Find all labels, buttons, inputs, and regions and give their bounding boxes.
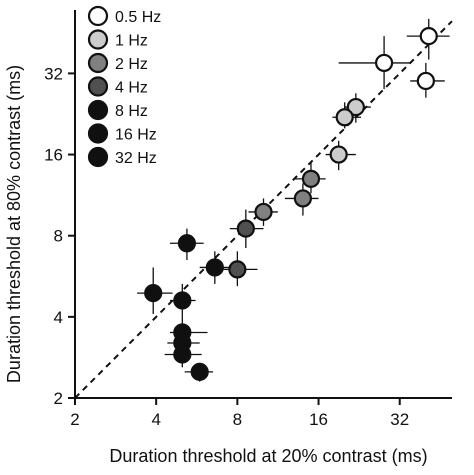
data-point <box>293 189 313 208</box>
data-point <box>190 362 209 381</box>
legend-label: 32 Hz <box>115 150 157 167</box>
x-axis-label: Duration threshold at 20% contrast (ms) <box>109 446 427 466</box>
axes: 2 4 8 16 32 2 4 8 16 32 <box>44 10 452 429</box>
x-tick-label: 2 <box>70 410 79 429</box>
legend-marker <box>87 123 109 144</box>
y-tick-label: 8 <box>54 227 63 246</box>
legend-marker <box>87 52 109 74</box>
legend-marker <box>87 146 109 168</box>
y-tick-label: 16 <box>44 146 63 165</box>
legend-label: 2 Hz <box>115 56 148 73</box>
data-point <box>173 291 192 310</box>
legend-marker <box>87 29 109 50</box>
data-point <box>301 169 321 188</box>
x-tick-label: 4 <box>151 410 160 429</box>
legend-label: 8 Hz <box>115 103 148 120</box>
data-point <box>177 234 197 253</box>
data-point <box>419 27 438 46</box>
legend-marker <box>87 99 109 121</box>
x-tick-label: 8 <box>233 410 242 429</box>
y-axis-label: Duration threshold at 80% contrast (ms) <box>4 65 24 383</box>
y-tick-label: 32 <box>44 64 63 83</box>
legend-label: 1 Hz <box>115 33 148 50</box>
legend-label: 0.5 Hz <box>115 9 161 26</box>
legend-label: 4 Hz <box>115 80 148 97</box>
data-point <box>346 97 365 117</box>
y-tick-label: 4 <box>54 308 63 327</box>
legend: 0.5 Hz 1 Hz 2 Hz 4 Hz 8 Hz 16 Hz 32 Hz <box>87 5 161 168</box>
legend-marker <box>87 5 109 27</box>
data-point <box>205 258 224 277</box>
data-point <box>144 283 163 303</box>
legend-label: 16 Hz <box>115 127 157 144</box>
data-point <box>254 202 273 222</box>
data-point <box>236 219 255 238</box>
x-tick-label: 32 <box>390 410 409 429</box>
data-point <box>329 145 348 164</box>
data-point <box>374 53 394 73</box>
data-point <box>228 260 247 279</box>
legend-marker <box>87 76 109 97</box>
y-tick-label: 2 <box>54 389 63 408</box>
data-point <box>416 71 435 91</box>
x-tick-label: 16 <box>309 410 328 429</box>
data-points <box>137 18 450 382</box>
data-point <box>173 345 192 364</box>
data-point <box>335 108 354 127</box>
